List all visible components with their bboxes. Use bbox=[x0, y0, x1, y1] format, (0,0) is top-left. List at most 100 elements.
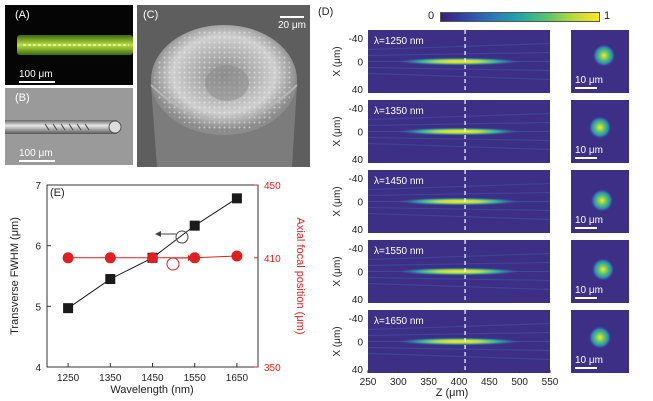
colorbar-max: 1 bbox=[604, 10, 611, 22]
panel-d-label: (D) bbox=[318, 6, 334, 18]
focal-position-point bbox=[189, 252, 201, 264]
focused-beam bbox=[397, 267, 521, 276]
d-y-axis-label: X (μm) bbox=[332, 326, 343, 356]
beam-streak bbox=[367, 183, 551, 190]
d-x-tick-label: 350 bbox=[420, 377, 437, 388]
panel-a-scale-text: 100 μm bbox=[19, 69, 53, 80]
d-row: λ=1450 nm -40 0 40 X (μm) 10 μm bbox=[332, 170, 629, 236]
spot-scale-text: 10 μm bbox=[575, 145, 603, 156]
beam-streak bbox=[367, 137, 551, 141]
d-x-tick-label: 500 bbox=[511, 377, 528, 388]
d-y-axis-label: X (μm) bbox=[332, 46, 343, 76]
panel-a-label: (A) bbox=[15, 9, 30, 21]
d-y-tick-label: -40 bbox=[349, 104, 364, 115]
d-x-tick-label: 250 bbox=[360, 377, 377, 388]
panel-b-label: (B) bbox=[15, 92, 30, 104]
x-tick-label: 1650 bbox=[226, 373, 249, 384]
wavelength-label: λ=1250 nm bbox=[374, 36, 424, 47]
focal-spot bbox=[591, 189, 613, 212]
beam-streak bbox=[367, 43, 551, 50]
plot-frame bbox=[46, 184, 259, 368]
panel-c-scale-text: 20 μm bbox=[278, 20, 306, 31]
focal-position-point bbox=[62, 252, 74, 264]
beam-streak bbox=[367, 207, 551, 211]
panel-b-image: (B) 100 μm bbox=[5, 88, 133, 165]
d-row: λ=1650 nm -40 0 40 X (μm) 10 μm bbox=[332, 310, 629, 376]
y-tick-label-left: 5 bbox=[35, 302, 41, 313]
annotation-arrows bbox=[155, 230, 194, 271]
beam-streak bbox=[367, 332, 551, 336]
beam-streak bbox=[367, 143, 551, 150]
beam-streak bbox=[367, 122, 551, 126]
beam-streak bbox=[367, 253, 551, 260]
d-y-axis-label: X (μm) bbox=[332, 186, 343, 216]
d-x-tick-label: 550 bbox=[542, 377, 559, 388]
d-y-tick-label: -40 bbox=[349, 174, 364, 185]
y-axis-label-left: Transverse FWHM (μm) bbox=[9, 217, 21, 335]
panel-a-scale-bar bbox=[19, 81, 55, 83]
d-y-tick-label: 40 bbox=[352, 85, 364, 96]
x-tick-label: 1450 bbox=[141, 373, 164, 384]
d-y-tick-label: -40 bbox=[349, 34, 364, 45]
beam-streak bbox=[367, 192, 551, 196]
beam-streak bbox=[367, 262, 551, 266]
beam-streak bbox=[367, 213, 551, 220]
panel-e-chart: (E) 1250 1350 1450 1550 1650 4 5 6 7 350 410 450 Wa… bbox=[9, 181, 306, 396]
d-y-tick-label: -40 bbox=[349, 244, 364, 255]
y-tick-label-right: 350 bbox=[264, 363, 281, 374]
d-y-tick-label: 0 bbox=[357, 338, 363, 349]
colorbar-min: 0 bbox=[428, 10, 435, 22]
wavelength-label: λ=1550 nm bbox=[374, 246, 424, 257]
d-x-tick-label: 400 bbox=[451, 377, 468, 388]
y-tick-label-right: 410 bbox=[264, 254, 281, 265]
panel-c-scale-bar bbox=[280, 16, 304, 18]
beam-streak bbox=[367, 67, 551, 71]
d-y-tick-label: 0 bbox=[357, 58, 363, 69]
beam-streak bbox=[367, 73, 551, 80]
d-x-axis-label: Z (μm) bbox=[436, 387, 469, 399]
panel-a-image: (A) 100 μm bbox=[5, 5, 133, 85]
d-y-tick-label: 40 bbox=[352, 225, 364, 236]
x-tick-label: 1250 bbox=[57, 373, 80, 384]
wavelength-label: λ=1650 nm bbox=[374, 316, 424, 327]
focal-position-point bbox=[231, 250, 243, 262]
panel-e-label: (E) bbox=[50, 187, 65, 199]
focal-spot bbox=[592, 258, 614, 281]
d-row: λ=1550 nm -40 0 40 X (μm) 10 μm bbox=[332, 240, 629, 306]
sem-metalens-graphic bbox=[137, 5, 310, 167]
beam-streak bbox=[367, 353, 551, 360]
spot-scale-text: 10 μm bbox=[575, 215, 603, 226]
d-x-tick-label: 450 bbox=[481, 377, 498, 388]
fwhm-point bbox=[63, 303, 74, 314]
panel-c-image: (C) 20 μm bbox=[137, 5, 310, 167]
focused-beam bbox=[397, 57, 521, 66]
y-axis-label-right: Axial focal position (μm) bbox=[294, 218, 306, 335]
beam-streak bbox=[367, 52, 551, 56]
focal-spot bbox=[589, 326, 611, 349]
d-row: λ=1250 nm -40 0 40 X (μm) 10 μm bbox=[332, 30, 629, 96]
panel-c-label: (C) bbox=[143, 9, 159, 21]
d-y-tick-label: -40 bbox=[349, 314, 364, 325]
d-y-tick-label: 0 bbox=[357, 128, 363, 139]
fiber-tip-graphic bbox=[5, 120, 122, 134]
focused-beam bbox=[397, 337, 521, 346]
x-tick-label: 1550 bbox=[184, 373, 207, 384]
fwhm-point bbox=[105, 274, 116, 285]
d-row: λ=1350 nm -40 0 40 X (μm) 10 μm bbox=[332, 100, 629, 166]
panel-b-scale-bar bbox=[19, 160, 55, 162]
y-tick-label-right: 450 bbox=[264, 181, 281, 192]
spot-scale-text: 10 μm bbox=[575, 75, 603, 86]
focal-spot bbox=[589, 116, 611, 139]
focal-spot bbox=[593, 44, 615, 67]
d-y-tick-label: 0 bbox=[357, 198, 363, 209]
d-y-tick-label: 40 bbox=[352, 295, 364, 306]
fiber-fluorescence-graphic bbox=[17, 35, 133, 55]
beam-streak bbox=[367, 283, 551, 290]
d-y-axis-label: X (μm) bbox=[332, 256, 343, 286]
y-tick-label-left: 7 bbox=[35, 181, 41, 192]
focused-beam bbox=[397, 197, 521, 206]
d-x-tick-label: 300 bbox=[390, 377, 407, 388]
d-y-tick-label: 40 bbox=[352, 155, 364, 166]
fwhm-point bbox=[189, 220, 200, 231]
x-tick-label: 1350 bbox=[99, 373, 122, 384]
